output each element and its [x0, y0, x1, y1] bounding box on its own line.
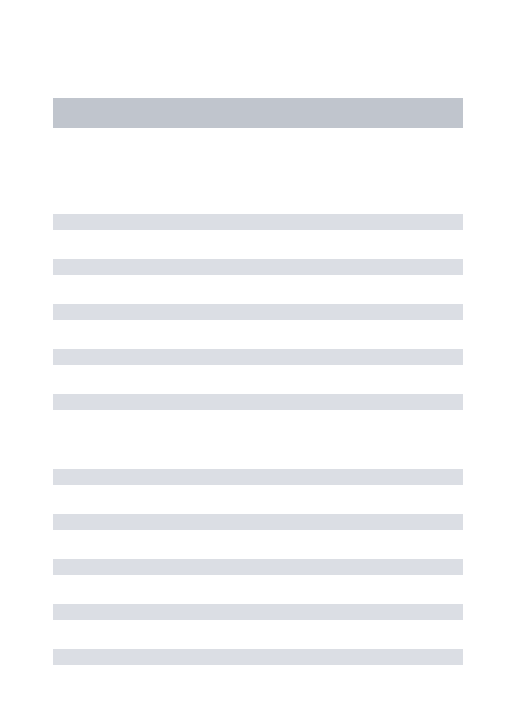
header-bar: [53, 98, 463, 128]
line-9: [53, 604, 463, 620]
line-6: [53, 469, 463, 485]
line-5: [53, 394, 463, 410]
line-10: [53, 649, 463, 665]
line-7: [53, 514, 463, 530]
line-4: [53, 349, 463, 365]
line-1: [53, 214, 463, 230]
line-8: [53, 559, 463, 575]
line-2: [53, 259, 463, 275]
line-3: [53, 304, 463, 320]
